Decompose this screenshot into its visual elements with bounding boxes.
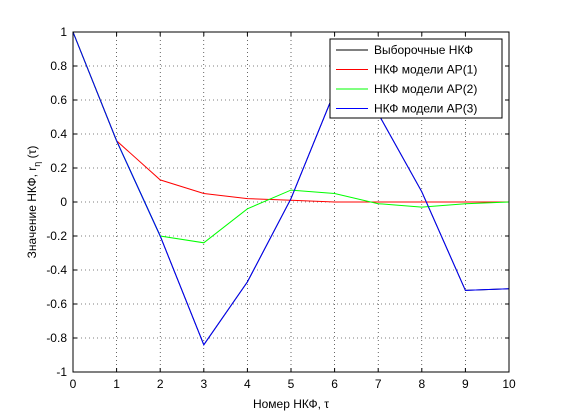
x-tick-label: 3 bbox=[200, 377, 207, 391]
x-tick-label: 0 bbox=[70, 377, 77, 391]
y-tick-label: 0 bbox=[60, 195, 67, 209]
y-axis-label-tail: (τ) bbox=[25, 146, 39, 162]
legend-label-3: НКФ модели АР(2) bbox=[374, 82, 477, 96]
y-axis-label-main: Значение НКФ, r bbox=[25, 167, 39, 259]
legend-label-2: НКФ модели АР(1) bbox=[374, 63, 477, 77]
x-tick-label: 4 bbox=[244, 377, 251, 391]
series-layer bbox=[72, 31, 510, 346]
y-tick-label: 1 bbox=[60, 25, 67, 39]
x-tick-label: 6 bbox=[331, 377, 338, 391]
y-tick-label: 0.4 bbox=[50, 127, 67, 141]
y-tick-label: -0.8 bbox=[46, 331, 67, 345]
y-tick-label: 0.8 bbox=[50, 59, 67, 73]
x-tick-label: 10 bbox=[502, 377, 516, 391]
series-line-2 bbox=[72, 31, 509, 203]
y-tick-label: 0.6 bbox=[50, 93, 67, 107]
x-tick-label: 5 bbox=[288, 377, 295, 391]
legend-label-4: НКФ модели АР(3) bbox=[374, 102, 477, 116]
x-tick-label: 8 bbox=[418, 377, 425, 391]
y-axis-label-sub: η bbox=[32, 162, 42, 167]
x-axis-label: Номер НКФ, τ bbox=[253, 397, 329, 411]
legend-box bbox=[329, 38, 503, 119]
x-tick-label: 9 bbox=[462, 377, 469, 391]
plot-frame bbox=[72, 31, 510, 373]
y-tick-label: 0.2 bbox=[50, 161, 67, 175]
legend-label-1: Выборочные НКФ bbox=[374, 43, 473, 57]
y-tick-label: -1 bbox=[56, 365, 67, 379]
y-axis-label: Значение НКФ, rη (τ) bbox=[25, 146, 42, 259]
x-ticks: 0 1 2 3 4 5 6 7 8 9 10 bbox=[70, 32, 516, 391]
y-tick-label: -0.6 bbox=[46, 297, 67, 311]
y-ticks: -1 -0.8 -0.6 -0.4 -0.2 0 0.2 0.4 0.6 0.8 1 bbox=[46, 25, 509, 379]
legend: Выборочные НКФ НКФ модели АР(1) НКФ модели… bbox=[329, 38, 503, 119]
x-tick-label: 1 bbox=[113, 377, 120, 391]
y-tick-label: -0.2 bbox=[46, 229, 67, 243]
x-tick-label: 7 bbox=[375, 377, 382, 391]
y-tick-label: -0.4 bbox=[46, 263, 67, 277]
x-tick-label: 2 bbox=[157, 377, 164, 391]
series-line-4 bbox=[72, 31, 510, 346]
